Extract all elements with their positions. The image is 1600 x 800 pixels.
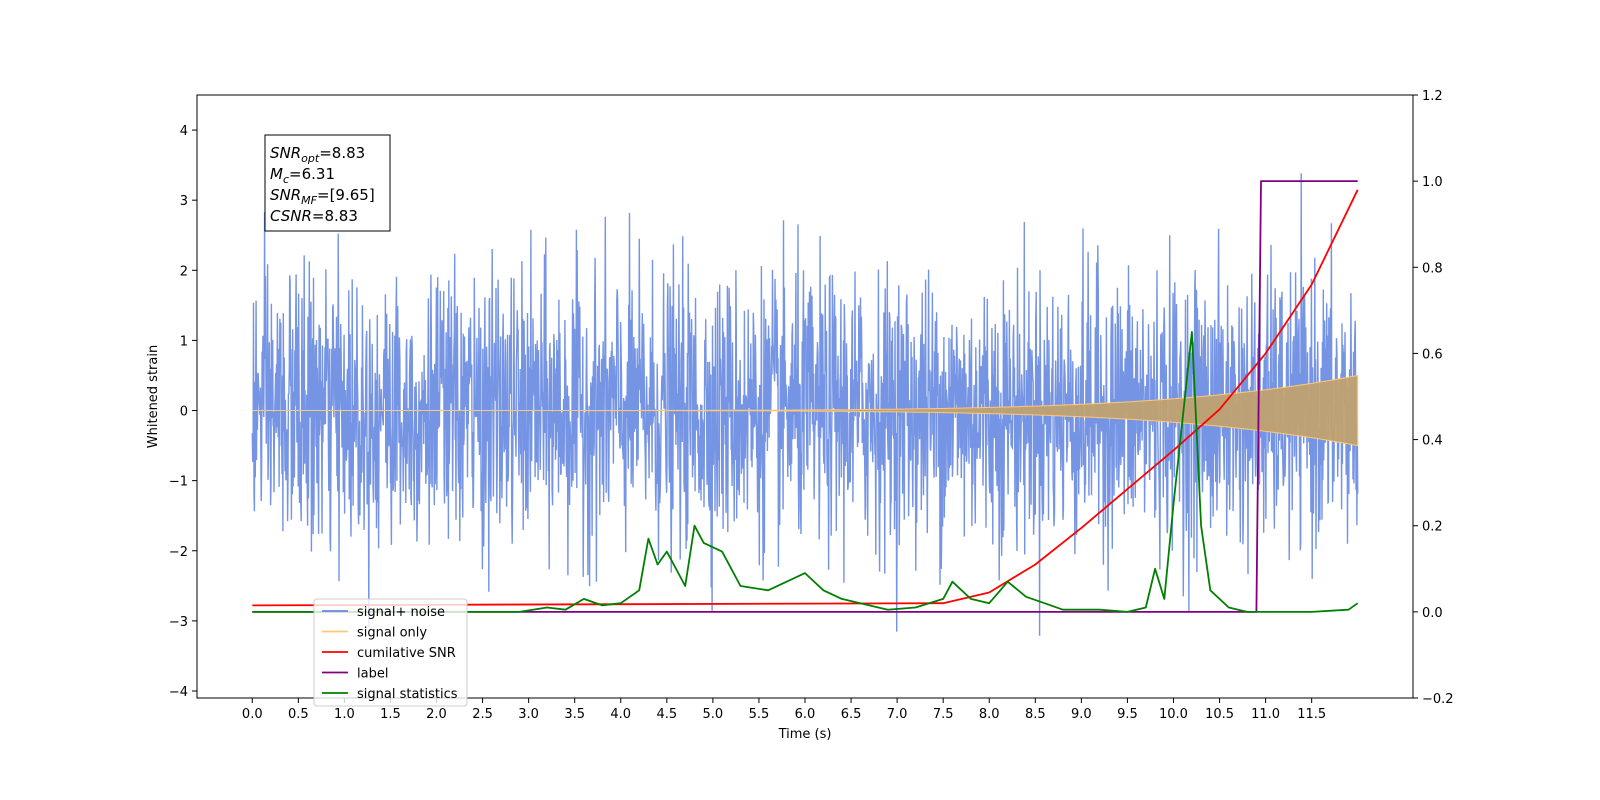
x-tick-label: 7.5 [933,707,954,722]
annotation-symbol: CSNR [270,207,312,225]
annotation-line: SNRopt=8.83 [270,144,365,165]
y2-tick-label: 1.2 [1422,89,1443,104]
x-axis-label: Time (s) [778,727,832,742]
y-tick-label: 4 [180,124,188,139]
x-tick-label: 10.0 [1159,707,1188,722]
annotation-symbol: SNR [270,186,301,204]
x-tick-label: 2.5 [472,707,493,722]
x-tick-label: 8.5 [1025,707,1046,722]
y-tick-label: 2 [180,264,188,279]
y-tick-label: −4 [169,685,188,700]
y2-tick-label: 0.6 [1422,347,1443,362]
y2-tick-label: 1.0 [1422,175,1443,190]
annotation-box [264,134,391,232]
legend: signal+ noise signal only cumilative SNR la… [313,598,468,707]
annotation-line: Mc=6.31 [270,165,335,186]
annotation-symbol: M [270,165,283,183]
y2-tick-label: 0.2 [1422,520,1443,535]
y2-tick-label: 0.0 [1422,606,1443,621]
y-tick-label: −1 [169,475,188,490]
legend-entry-label: signal only [357,626,427,641]
x-tick-label: 4.0 [610,707,631,722]
y-tick-label: −2 [169,545,188,560]
x-tick-label: 3.5 [564,707,585,722]
x-tick-label: 5.5 [749,707,770,722]
x-tick-label: 10.5 [1205,707,1234,722]
x-axis: 0.0 0.5 1.0 1.5 2.0 2.5 3.0 3.5 4.0 4.5 5.0 5.5 6.0 6… [242,698,1326,722]
y-axis-left: −4 −3 −2 −1 0 1 2 3 4 [169,124,197,700]
annotation-line: SNRMF=[9.65] [270,186,375,207]
legend-entry-label: signal statistics [357,687,458,702]
series-signal-statistics [252,331,1359,613]
legend-entry-label: label [357,667,388,682]
series-label [252,180,1358,613]
annotation-subscript: c [283,173,289,186]
x-tick-label: 9.5 [1117,707,1138,722]
legend-box [313,598,468,707]
annotation-value: =8.83 [312,207,358,225]
y2-tick-label: 0.8 [1422,261,1443,276]
x-tick-label: 4.5 [656,707,677,722]
y2-tick-label: 0.4 [1422,434,1443,449]
x-tick-label: 0.5 [288,707,309,722]
x-tick-label: 11.5 [1297,707,1326,722]
annotation-value: =8.83 [319,144,365,162]
x-tick-label: 1.5 [380,707,401,722]
x-tick-label: 6.0 [795,707,816,722]
x-tick-label: 2.0 [426,707,447,722]
series-signal-only [252,374,1359,447]
x-tick-label: 1.0 [334,707,355,722]
legend-entry-label: cumilative SNR [357,646,456,661]
y-tick-label: 3 [180,194,188,209]
x-tick-label: 7.0 [887,707,908,722]
legend-entry-label: signal+ noise [357,605,445,620]
y-tick-label: 0 [180,405,188,420]
x-tick-label: 5.0 [703,707,724,722]
plot-area [251,173,1359,636]
series-signal-noise [251,173,1359,636]
x-tick-label: 8.0 [979,707,1000,722]
x-tick-label: 0.0 [242,707,263,722]
annotation-subscript: opt [301,152,320,165]
y-tick-label: 1 [180,334,188,349]
y-axis-right: −0.2 0.0 0.2 0.4 0.6 0.8 1.0 1.2 [1413,89,1454,707]
x-tick-label: 6.5 [841,707,862,722]
y-axis-label: Whitened strain [146,345,161,448]
x-tick-label: 11.0 [1251,707,1280,722]
x-tick-label: 9.0 [1071,707,1092,722]
series-cumilative-snr [252,189,1359,607]
annotation-value: =6.31 [289,165,335,183]
y-tick-label: −3 [169,615,188,630]
x-tick-label: 3.0 [518,707,539,722]
annotation-line: CSNR=8.83 [270,207,358,225]
annotation-subscript: MF [301,194,317,207]
y2-tick-label: −0.2 [1422,692,1454,707]
annotation-symbol: SNR [270,144,301,162]
annotation-value: =[9.65] [317,186,375,204]
